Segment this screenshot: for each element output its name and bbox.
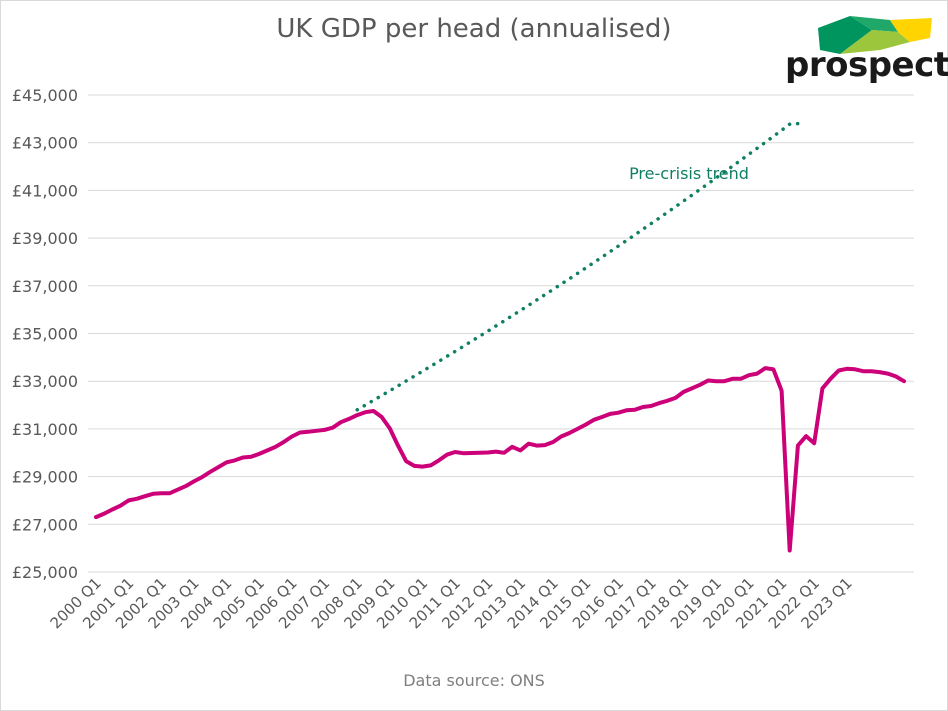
y-tick-label: £43,000	[12, 134, 78, 153]
series-layer	[94, 121, 906, 553]
chart-title: UK GDP per head (annualised)	[276, 14, 672, 44]
prospect-logo-mark-icon	[818, 16, 932, 54]
y-tick-label: £25,000	[12, 563, 78, 582]
y-tick-label: £45,000	[12, 86, 78, 105]
annotation-layer: Pre-crisis trend	[629, 164, 749, 183]
y-tick-label: £41,000	[12, 181, 78, 200]
y-tick-label: £37,000	[12, 277, 78, 296]
y-tick-label: £27,000	[12, 515, 78, 534]
y-tick-label: £31,000	[12, 420, 78, 439]
gdp-per-head-line	[94, 366, 906, 553]
y-axis-ticks: £25,000 £27,000 £29,000 £31,000 £33,000 £35,0…	[12, 86, 78, 582]
gridlines	[88, 94, 914, 573]
y-tick-label: £29,000	[12, 468, 78, 487]
trend-annotation: Pre-crisis trend	[629, 164, 749, 183]
y-tick-label: £33,000	[12, 372, 78, 391]
y-tick-label: £39,000	[12, 229, 78, 248]
y-tick-label: £35,000	[12, 325, 78, 344]
data-source-note: Data source: ONS	[403, 671, 545, 690]
prospect-logo-text: prospect	[785, 45, 948, 85]
pre-crisis-trend-line	[355, 121, 800, 412]
